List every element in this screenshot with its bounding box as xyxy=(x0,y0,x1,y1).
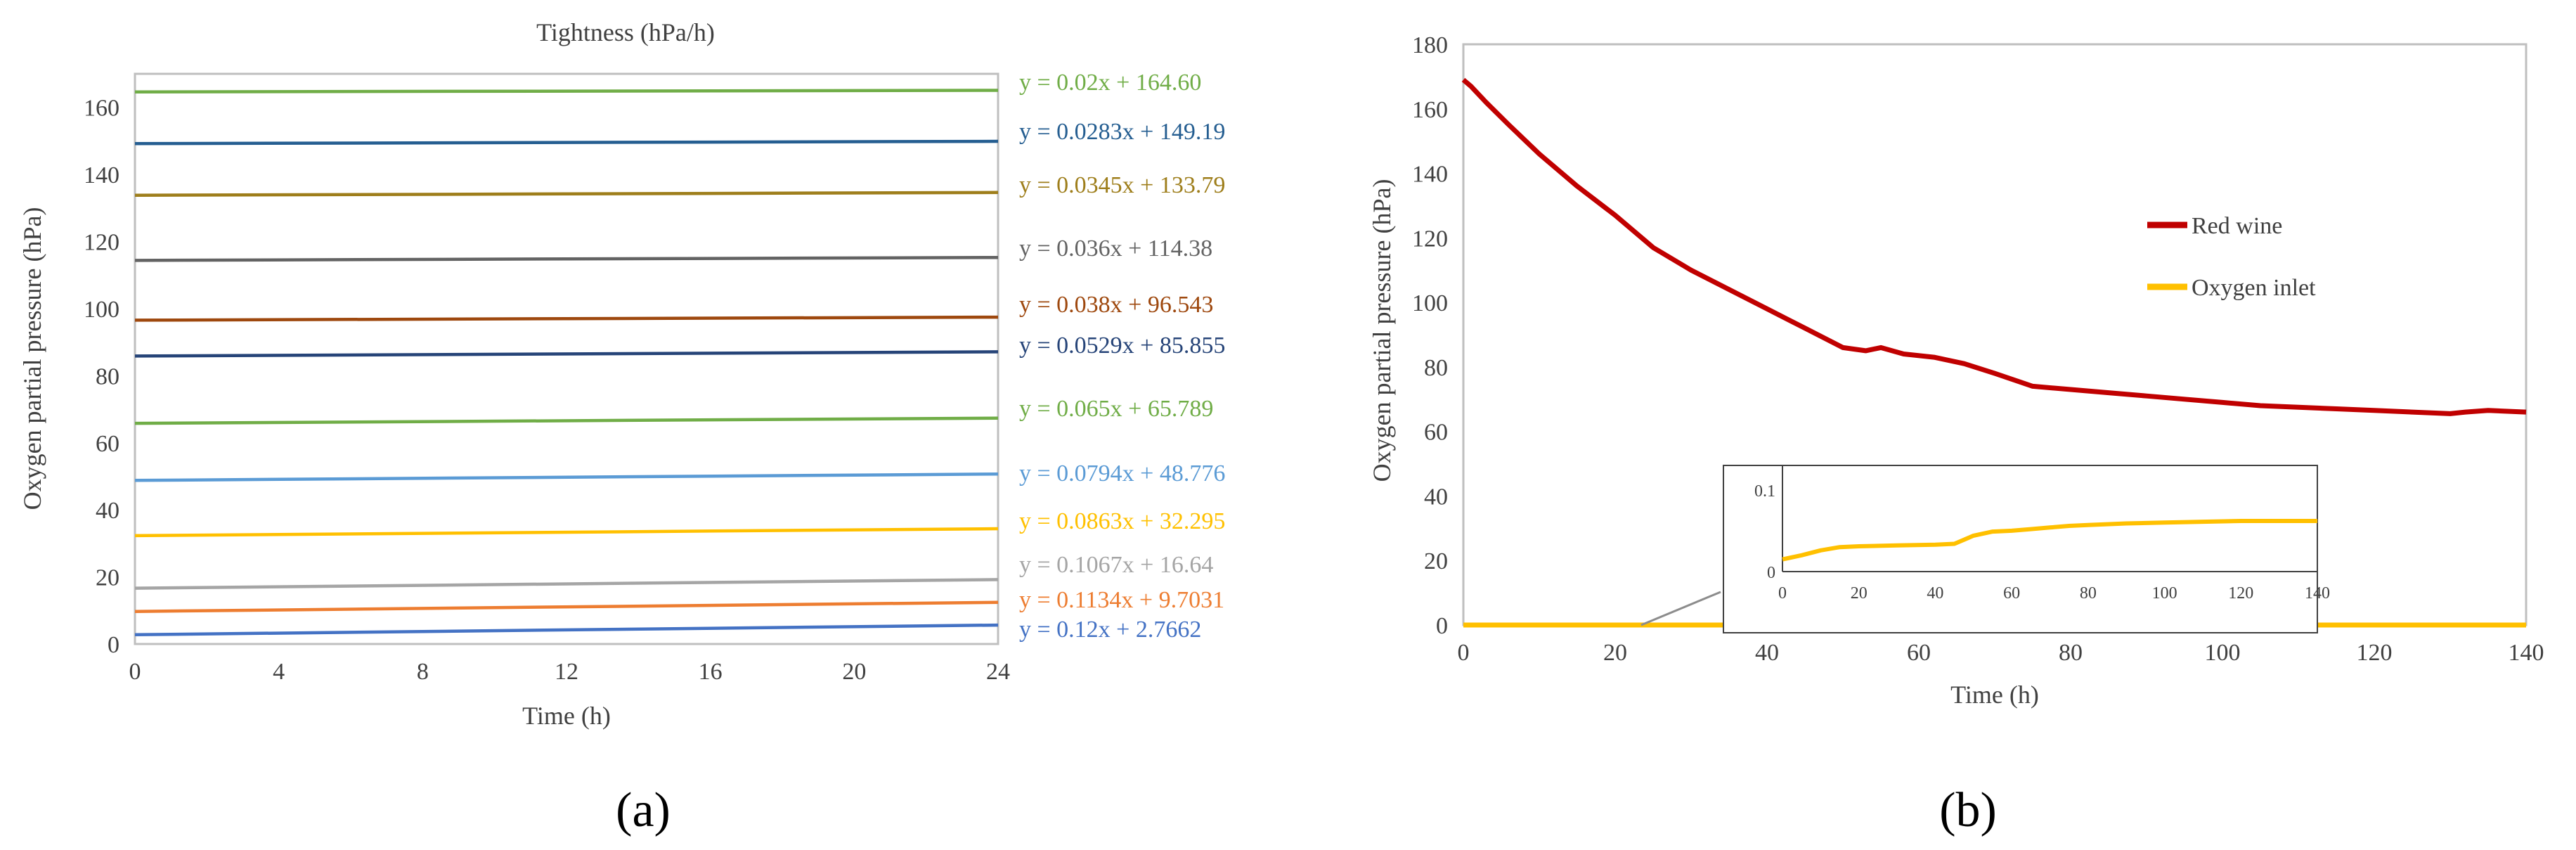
y-tick-label: 60 xyxy=(1424,420,1448,446)
inset-x-tick-label: 140 xyxy=(2305,584,2330,603)
trend-equation-label: y = 0.1134x + 9.7031 xyxy=(1019,587,1224,613)
x-tick-label: 20 xyxy=(1603,640,1627,666)
trend-line xyxy=(134,600,999,613)
x-tick-label: 0 xyxy=(1458,640,1470,666)
y-tick-label: 80 xyxy=(1424,355,1448,381)
y-tick-label: 20 xyxy=(96,565,119,591)
y-tick-label: 60 xyxy=(96,431,119,457)
inset-x-tick-label: 60 xyxy=(2003,584,2020,603)
trend-line xyxy=(134,527,999,538)
panel-b-legend: Red wine Oxygen inlet xyxy=(2147,213,2316,301)
y-tick-label: 0 xyxy=(1436,613,1448,639)
x-tick-label: 4 xyxy=(273,659,285,685)
y-tick-label: 40 xyxy=(96,498,119,524)
panel-a-label: (a) xyxy=(616,783,671,837)
y-tick-label: 180 xyxy=(1412,32,1448,58)
panel-a-chart: Tightness (hPa/h) 020406080100120140160 … xyxy=(18,18,1225,837)
x-tick-label: 100 xyxy=(2205,640,2241,666)
inset-x-tick-label: 0 xyxy=(1778,584,1787,603)
y-tick-label: 120 xyxy=(84,230,119,256)
y-tick-label: 20 xyxy=(1424,548,1448,574)
trend-equation-label: y = 0.0863x + 32.295 xyxy=(1019,508,1225,534)
x-tick-label: 12 xyxy=(555,659,578,685)
x-tick-label: 120 xyxy=(2357,640,2393,666)
trend-line xyxy=(134,578,999,590)
trend-equation-label: y = 0.12x + 2.7662 xyxy=(1019,617,1201,643)
y-tick-label: 160 xyxy=(1412,97,1448,123)
series-line-red-wine xyxy=(1461,77,2527,416)
x-tick-label: 40 xyxy=(1755,640,1779,666)
inset-x-tick-label: 120 xyxy=(2228,584,2253,603)
inset-frame xyxy=(1723,465,2318,633)
trend-line xyxy=(134,139,999,146)
trend-equation-label: y = 0.036x + 114.38 xyxy=(1019,236,1212,262)
trend-equation-label: y = 0.038x + 96.543 xyxy=(1019,292,1213,318)
y-tick-label: 140 xyxy=(1412,162,1448,188)
trend-equation-label: y = 0.0794x + 48.776 xyxy=(1019,461,1225,487)
y-tick-label: 100 xyxy=(84,297,119,323)
panel-a-x-axis-label: Time (h) xyxy=(522,702,611,730)
trend-line xyxy=(134,255,999,262)
trend-line xyxy=(134,191,999,197)
inset-y-tick-label: 0 xyxy=(1767,564,1775,582)
y-tick-label: 160 xyxy=(84,96,119,122)
y-tick-label: 140 xyxy=(84,162,119,188)
trend-line xyxy=(134,315,999,322)
trend-equation-label: y = 0.0529x + 85.855 xyxy=(1019,333,1225,359)
y-tick-label: 0 xyxy=(108,632,119,658)
y-tick-label: 120 xyxy=(1412,226,1448,252)
trend-line xyxy=(134,472,999,482)
inset-pointer-line xyxy=(1640,591,1721,626)
inset-x-tick-label: 100 xyxy=(2152,584,2177,603)
y-tick-label: 100 xyxy=(1412,290,1448,316)
panel-b-label: (b) xyxy=(1939,783,1997,837)
inset-x-tick-label: 80 xyxy=(2080,584,2097,603)
panel-b-chart: 0 20 40 60 80 100 120 140 160 180 0 20 40 60 80 100 120… xyxy=(1368,32,2544,837)
inset-x-tick-label: 20 xyxy=(1851,584,1868,603)
x-tick-label: 140 xyxy=(2509,640,2544,666)
trend-equation-label: y = 0.0283x + 149.19 xyxy=(1019,119,1225,145)
x-tick-label: 24 xyxy=(986,659,1010,685)
panel-a-title: Tightness (hPa/h) xyxy=(536,18,715,46)
x-tick-label: 80 xyxy=(2059,640,2083,666)
panel-a-plot-frame xyxy=(134,72,999,645)
inset-x-tick-label: 40 xyxy=(1927,584,1943,603)
inset-series-line-oxygen-inlet xyxy=(1782,519,2317,562)
x-tick-label: 20 xyxy=(842,659,866,685)
panel-b-y-axis-label: Oxygen partial pressure (hPa) xyxy=(1368,179,1396,482)
panel-b-x-axis-label: Time (h) xyxy=(1950,681,2039,709)
x-tick-label: 60 xyxy=(1907,640,1931,666)
panel-b-inset: 0 0.1 0 20 40 60 80 100 120 140 xyxy=(1640,465,2330,633)
trend-line xyxy=(134,623,999,637)
trend-line xyxy=(134,350,999,358)
trend-equation-label: y = 0.065x + 65.789 xyxy=(1019,396,1213,422)
panel-a-y-axis-label: Oxygen partial pressure (hPa) xyxy=(18,207,46,510)
trend-line xyxy=(134,416,999,425)
trend-line xyxy=(134,89,999,94)
x-tick-label: 0 xyxy=(129,659,141,685)
legend-label-oxygen-inlet: Oxygen inlet xyxy=(2192,275,2316,301)
y-tick-label: 80 xyxy=(96,363,119,389)
trend-equation-label: y = 0.02x + 164.60 xyxy=(1019,70,1201,96)
x-tick-label: 16 xyxy=(699,659,723,685)
legend-label-red-wine: Red wine xyxy=(2192,213,2282,239)
inset-y-tick-label: 0.1 xyxy=(1754,482,1775,501)
trend-equation-label: y = 0.0345x + 133.79 xyxy=(1019,172,1225,198)
x-tick-label: 8 xyxy=(417,659,429,685)
trend-equation-label: y = 0.1067x + 16.64 xyxy=(1019,552,1213,578)
y-tick-label: 40 xyxy=(1424,484,1448,510)
